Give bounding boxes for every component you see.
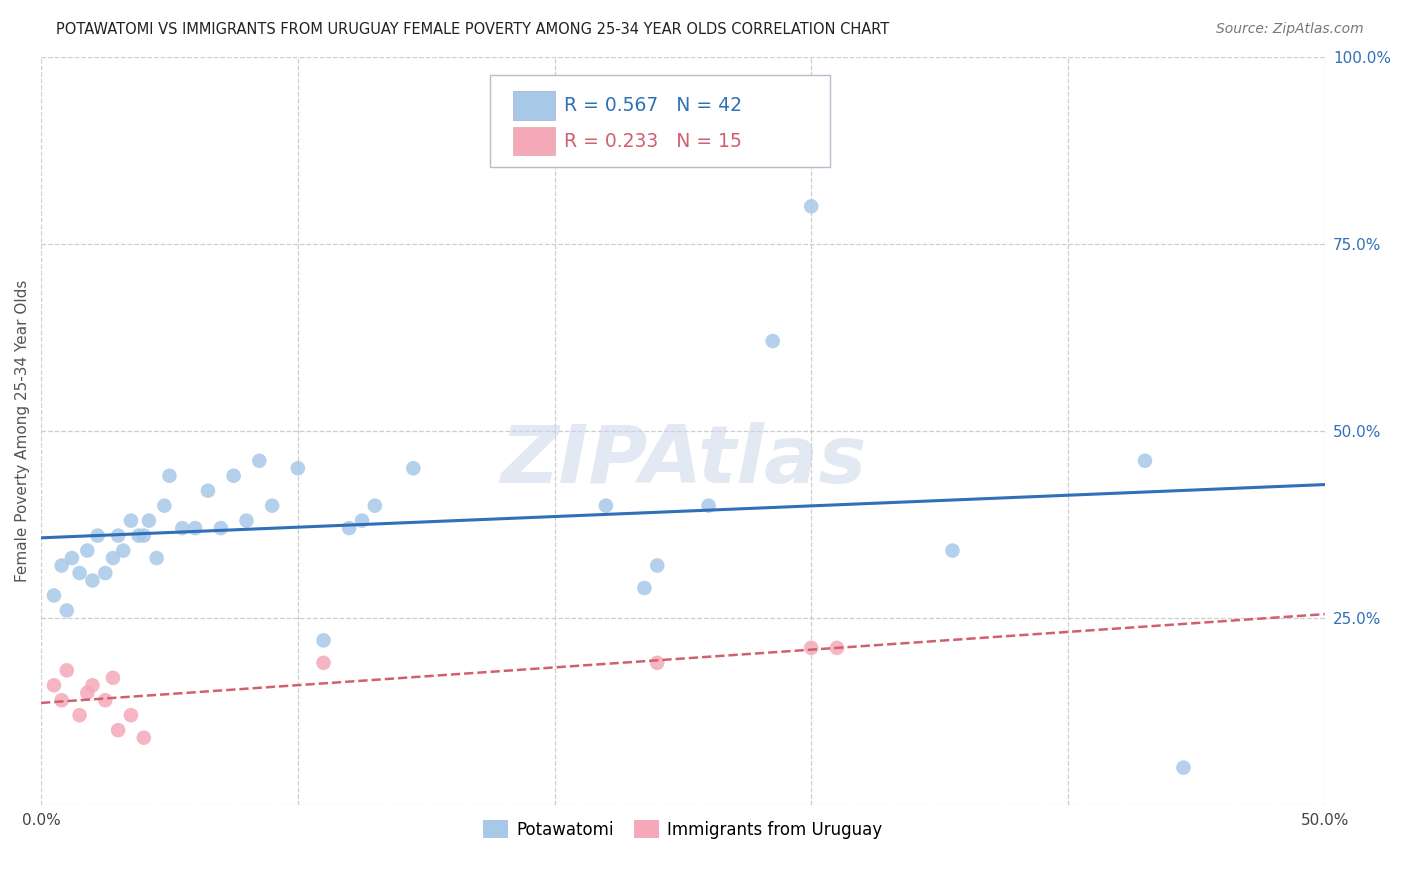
Point	[209, 521, 232, 535]
Text: POTAWATOMI VS IMMIGRANTS FROM URUGUAY FEMALE POVERTY AMONG 25-34 YEAR OLDS CORRE: POTAWATOMI VS IMMIGRANTS FROM URUGUAY FE…	[56, 22, 890, 37]
Point	[312, 633, 335, 648]
Point	[800, 199, 823, 213]
Point	[107, 528, 129, 542]
Point	[51, 693, 73, 707]
FancyBboxPatch shape	[491, 76, 831, 167]
Point	[76, 686, 98, 700]
Point	[76, 543, 98, 558]
Point	[159, 468, 181, 483]
Text: ZIPAtlas: ZIPAtlas	[499, 422, 866, 500]
Point	[138, 514, 160, 528]
Point	[69, 566, 91, 580]
Point	[402, 461, 425, 475]
Point	[287, 461, 309, 475]
Point	[107, 723, 129, 738]
Point	[1133, 454, 1156, 468]
Point	[762, 334, 785, 348]
Point	[645, 656, 668, 670]
Point	[55, 663, 77, 677]
Point	[145, 551, 167, 566]
Point	[101, 551, 124, 566]
Point	[1173, 761, 1195, 775]
Point	[337, 521, 360, 535]
Y-axis label: Female Poverty Among 25-34 Year Olds: Female Poverty Among 25-34 Year Olds	[15, 280, 30, 582]
Point	[132, 528, 155, 542]
Point	[235, 514, 257, 528]
Text: R = 0.567   N = 42: R = 0.567 N = 42	[564, 95, 741, 115]
Point	[132, 731, 155, 745]
Point	[82, 574, 104, 588]
Point	[153, 499, 176, 513]
Point	[172, 521, 194, 535]
Point	[94, 693, 117, 707]
Point	[86, 528, 108, 542]
Point	[633, 581, 655, 595]
Point	[42, 589, 65, 603]
Point	[350, 514, 373, 528]
Text: Source: ZipAtlas.com: Source: ZipAtlas.com	[1216, 22, 1364, 37]
Point	[595, 499, 617, 513]
Point	[55, 603, 77, 617]
Point	[51, 558, 73, 573]
Point	[120, 514, 142, 528]
Point	[42, 678, 65, 692]
Point	[184, 521, 207, 535]
Point	[697, 499, 720, 513]
Point	[247, 454, 270, 468]
Point	[364, 499, 387, 513]
Point	[120, 708, 142, 723]
Point	[222, 468, 245, 483]
Point	[800, 640, 823, 655]
Point	[197, 483, 219, 498]
Point	[825, 640, 848, 655]
Point	[941, 543, 963, 558]
Point	[94, 566, 117, 580]
Point	[128, 528, 150, 542]
Point	[82, 678, 104, 692]
Point	[112, 543, 135, 558]
Point	[262, 499, 284, 513]
Point	[60, 551, 83, 566]
Text: R = 0.233   N = 15: R = 0.233 N = 15	[564, 132, 741, 151]
Point	[69, 708, 91, 723]
Point	[645, 558, 668, 573]
Point	[312, 656, 335, 670]
FancyBboxPatch shape	[513, 127, 554, 155]
FancyBboxPatch shape	[513, 91, 554, 120]
Legend: Potawatomi, Immigrants from Uruguay: Potawatomi, Immigrants from Uruguay	[477, 814, 889, 846]
Point	[101, 671, 124, 685]
